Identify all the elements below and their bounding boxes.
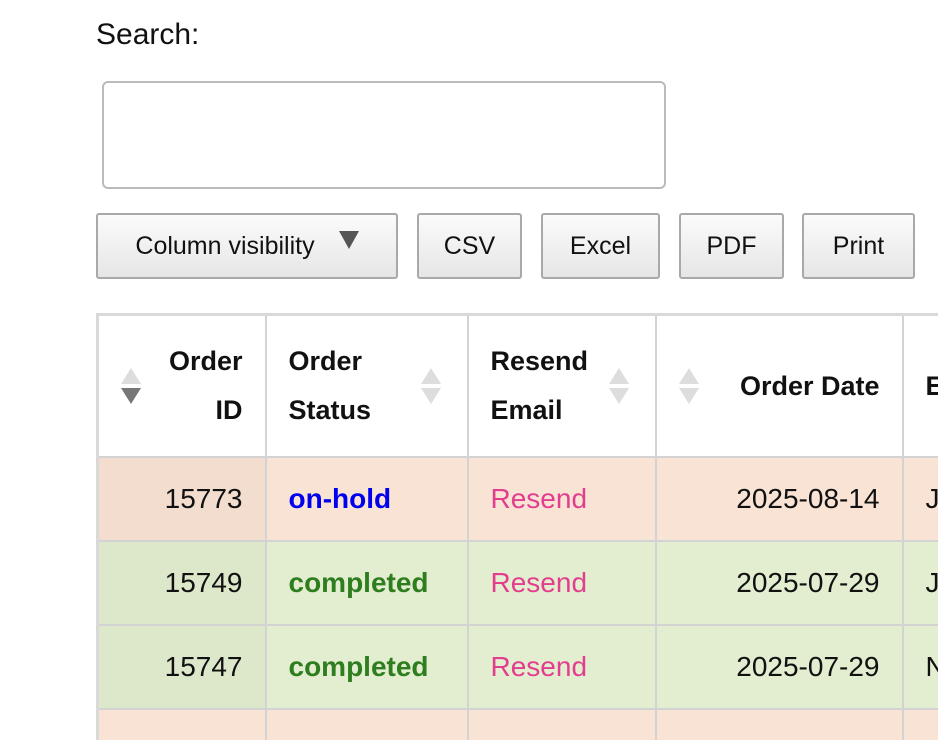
order-id: 15747 [96,624,267,710]
column-header[interactable]: Resend Email [466,313,657,458]
resend-link[interactable]: Resend [466,456,657,542]
csv-button[interactable]: CSV [417,213,522,279]
column-header[interactable]: Order Date [654,313,904,458]
order-date: 2025-07-29 [654,624,904,710]
button-label: CSV [443,231,496,260]
search-input[interactable] [102,81,666,189]
order-status[interactable]: completed [264,624,469,710]
cell: J [901,456,938,542]
cell [466,708,657,740]
header-row: Order ID Order Status Resend Email Order… [96,313,938,458]
sort-icon [608,368,629,404]
order-id: 15773 [96,456,267,542]
table-wrapper: Order ID Order Status Resend Email Order… [96,313,938,740]
resend-link[interactable]: Resend [466,540,657,626]
cell [654,708,904,740]
sort-icon [420,368,441,404]
header-label: Resend Email [490,346,589,425]
header-label: Order Status [288,346,372,425]
order-status[interactable]: completed [264,540,469,626]
table-row: 15747 completed Resend 2025-07-29 N [96,624,938,710]
button-label: Print [832,231,885,260]
orders-table: Order ID Order Status Resend Email Order… [96,313,938,740]
table-row: 15773 on-hold Resend 2025-08-14 J [96,456,938,542]
resend-link[interactable]: Resend [466,624,657,710]
cell: N [901,624,938,710]
cell [901,708,938,740]
search-label: Search: [96,18,200,51]
order-date: 2025-08-14 [654,456,904,542]
sort-icon [121,368,141,404]
column-visibility-button[interactable]: Column visibility [96,213,398,279]
excel-button[interactable]: Excel [541,213,660,279]
header-label: Order Date [739,370,880,401]
order-date: 2025-07-29 [654,540,904,626]
button-label: PDF [706,231,757,260]
print-button[interactable]: Print [802,213,915,279]
column-header[interactable]: Order ID [96,313,267,458]
button-label: Excel [569,231,632,260]
cell: J [901,540,938,626]
header-label: Order ID [168,346,243,425]
cell [96,708,267,740]
dropdown-caret [338,231,359,249]
button-label: Column visibility [135,231,315,260]
header-label: E [926,362,938,411]
order-id: 15749 [96,540,267,626]
sort-icon [678,368,699,404]
cell [264,708,469,740]
table-row [96,708,938,740]
column-header[interactable]: Order Status [264,313,469,458]
column-header[interactable]: E [901,313,938,458]
pdf-button[interactable]: PDF [679,213,784,279]
order-status[interactable]: on-hold [264,456,469,542]
table-row: 15749 completed Resend 2025-07-29 J [96,540,938,626]
